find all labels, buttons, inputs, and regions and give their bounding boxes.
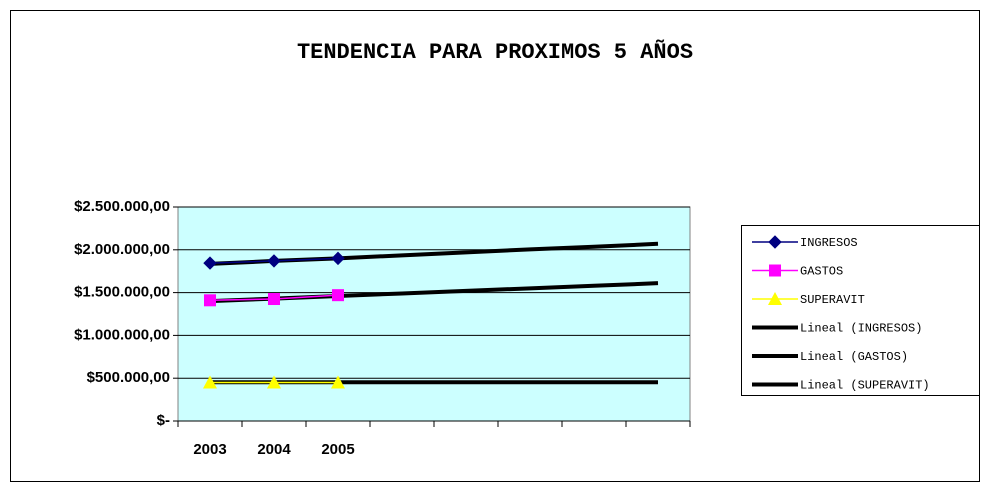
marker [203,375,217,389]
marker [331,251,345,266]
y-tick-label: $2.000.000,00 [74,241,170,258]
marker [332,289,344,302]
x-tick-label: 2003 [193,441,226,458]
legend-marker [769,264,781,277]
legend-box [741,225,980,396]
marker [267,375,281,389]
x-tick-label: 2005 [321,441,354,458]
legend-marker [768,235,782,249]
chart-title: TENDENCIA PARA PROXIMOS 5 AÑOS [297,39,693,65]
legend-label: Lineal (INGRESOS) [800,322,922,336]
legend-label: Lineal (GASTOS) [800,350,908,364]
marker [268,293,280,306]
legend-label: INGRESOS [800,236,858,250]
y-tick-label: $2.500.000,00 [74,198,170,215]
y-tick-label: $500.000,00 [87,369,170,386]
marker [204,294,216,307]
legend-label: GASTOS [800,265,843,279]
y-tick-label: $1.000.000,00 [74,326,170,343]
marker [267,254,281,268]
x-tick-label: 2004 [257,441,291,458]
marker [203,256,217,270]
plot-area [177,206,691,422]
y-tick-label: $1.500.000,00 [74,284,170,301]
legend-label: Lineal (SUPERAVIT) [800,379,930,393]
legend-label: SUPERAVIT [800,293,865,307]
legend-marker [768,292,782,305]
marker [331,375,345,389]
y-tick-label: $- [157,412,170,429]
